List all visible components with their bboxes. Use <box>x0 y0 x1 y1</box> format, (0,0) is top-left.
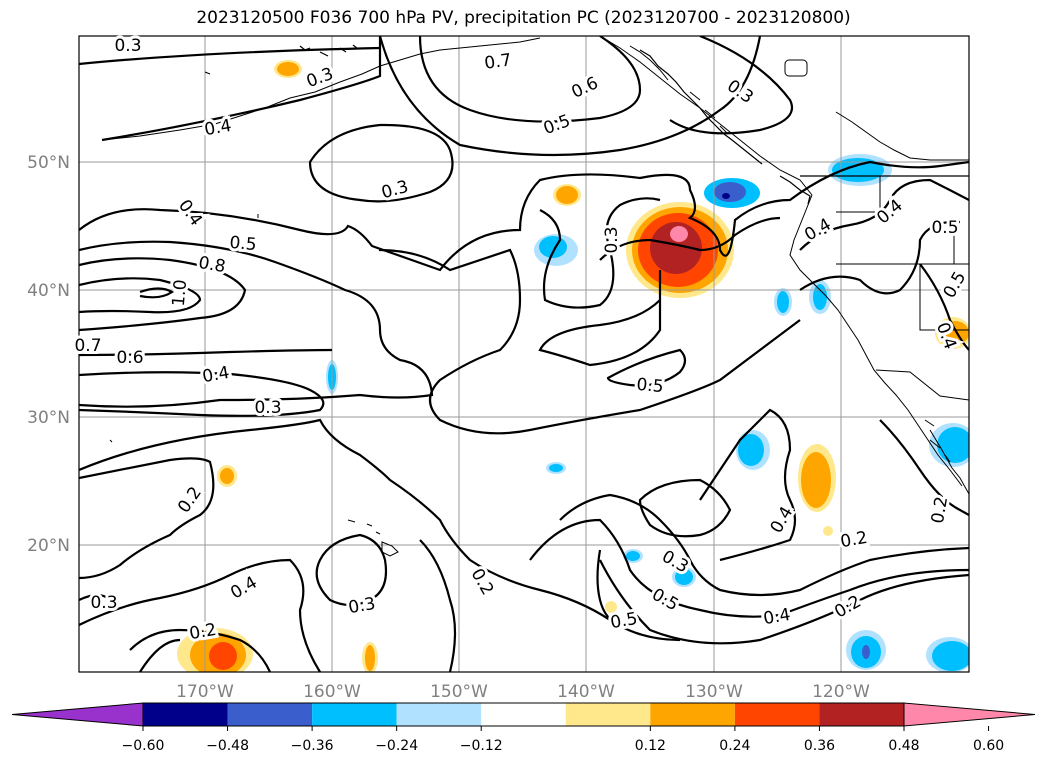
contour-label-halo: 0.7 <box>74 336 101 356</box>
lon-label: 150°W <box>430 682 488 702</box>
latitude-labels: 50°N 40°N 30°N 20°N <box>27 153 70 556</box>
colorbar-tick-label: 0.12 <box>635 738 666 754</box>
colorbar-cell <box>819 703 904 726</box>
lon-label: 120°W <box>812 682 870 702</box>
colorbar-cell <box>143 703 228 726</box>
lon-label: 160°W <box>303 682 361 702</box>
colorbar-cell <box>227 703 313 726</box>
contour-label-halo: 0.3 <box>90 593 117 613</box>
coastlines <box>101 36 969 557</box>
lon-label: 130°W <box>685 682 743 702</box>
lat-label: 40°N <box>27 281 70 301</box>
contour-label: 0.2 <box>839 528 869 552</box>
contour-label-halo: 0.5 <box>931 218 958 238</box>
colorbar-cell <box>396 703 482 726</box>
colorbar-cell <box>734 703 820 726</box>
colorbar: −0.60 −0.48 −0.36 −0.24 −0.12 0.12 0.24 … <box>11 702 1036 754</box>
contour-label-halo: 0.6 <box>116 348 143 368</box>
contour-label: 0.3 <box>254 398 281 418</box>
colorbar-cell <box>312 703 397 726</box>
colorbar-extend-min <box>11 702 144 727</box>
colorbar-tick-label: 0.48 <box>888 738 919 754</box>
lon-label: 140°W <box>557 682 615 702</box>
colorbar-tick-label: −0.60 <box>122 738 165 754</box>
contour-label: 0.5 <box>636 375 665 397</box>
contour-label: 0.7 <box>483 50 513 74</box>
colorbar-cell <box>481 703 566 726</box>
map-background <box>79 36 969 672</box>
colorbar-extend-max <box>903 702 1036 727</box>
contour-label: 0.2 <box>188 620 218 644</box>
contour-label-halo: 0.3 <box>254 398 281 418</box>
contour-label-halo: 0.3 <box>114 36 141 56</box>
contour-label: 0.3 <box>90 593 117 613</box>
contour-label: 0.4 <box>201 363 231 387</box>
contour-label-halo: 0.5 <box>636 375 665 397</box>
colorbar-tick-label: −0.48 <box>206 738 249 754</box>
lon-label: 170°W <box>176 682 234 702</box>
map-border <box>78 35 970 673</box>
contour-label: 0.3 <box>347 594 377 618</box>
colorbar-cell <box>650 703 735 726</box>
contour-label: 0.2 <box>928 495 952 525</box>
contour-label-halo: 1.0 <box>169 279 191 308</box>
map-title: 2023120500 F036 700 hPa PV, precipitatio… <box>196 8 851 28</box>
contour-label: 0.4 <box>762 605 792 629</box>
colorbar-tick-label: 0.36 <box>804 738 835 754</box>
colorbar-tick-label: −0.12 <box>460 738 503 754</box>
contour-label: 0.8 <box>197 253 227 277</box>
colorbar-cell <box>565 703 651 726</box>
contour-label: 0.6 <box>116 348 143 368</box>
colorbar-tick-labels: −0.60 −0.48 −0.36 −0.24 −0.12 0.12 0.24 … <box>122 738 1005 754</box>
island-coastlines <box>299 44 811 205</box>
contour-label: 0.5 <box>229 233 258 255</box>
pv-contours <box>79 36 969 672</box>
colorbar-cells <box>11 702 1036 727</box>
contour-label: 0.5 <box>931 218 958 238</box>
colorbar-tick-label: 0.60 <box>973 738 1004 754</box>
colorbar-frame <box>142 702 905 727</box>
contour-label: 0.4 <box>203 116 233 140</box>
contour-label: 1.0 <box>169 279 191 308</box>
longitude-labels: 170°W 160°W 150°W 140°W 130°W 120°W <box>176 682 870 702</box>
map-area <box>79 36 969 672</box>
contour-label: 0.7 <box>74 336 101 356</box>
contour-label-halo: 0.3 <box>602 226 622 253</box>
colorbar-ticks <box>142 726 990 731</box>
colorbar-tick-label: −0.36 <box>291 738 334 754</box>
colorbar-tick-label: −0.24 <box>375 738 418 754</box>
colorbar-tick-label: 0.24 <box>719 738 750 754</box>
lat-label: 50°N <box>27 153 70 173</box>
contour-label: 0.5 <box>609 609 639 633</box>
lat-label: 20°N <box>27 536 70 556</box>
graticule <box>79 36 969 672</box>
contour-label: 0.3 <box>114 36 141 56</box>
contour-label: 0.3 <box>602 226 622 253</box>
lat-label: 30°N <box>27 408 70 428</box>
